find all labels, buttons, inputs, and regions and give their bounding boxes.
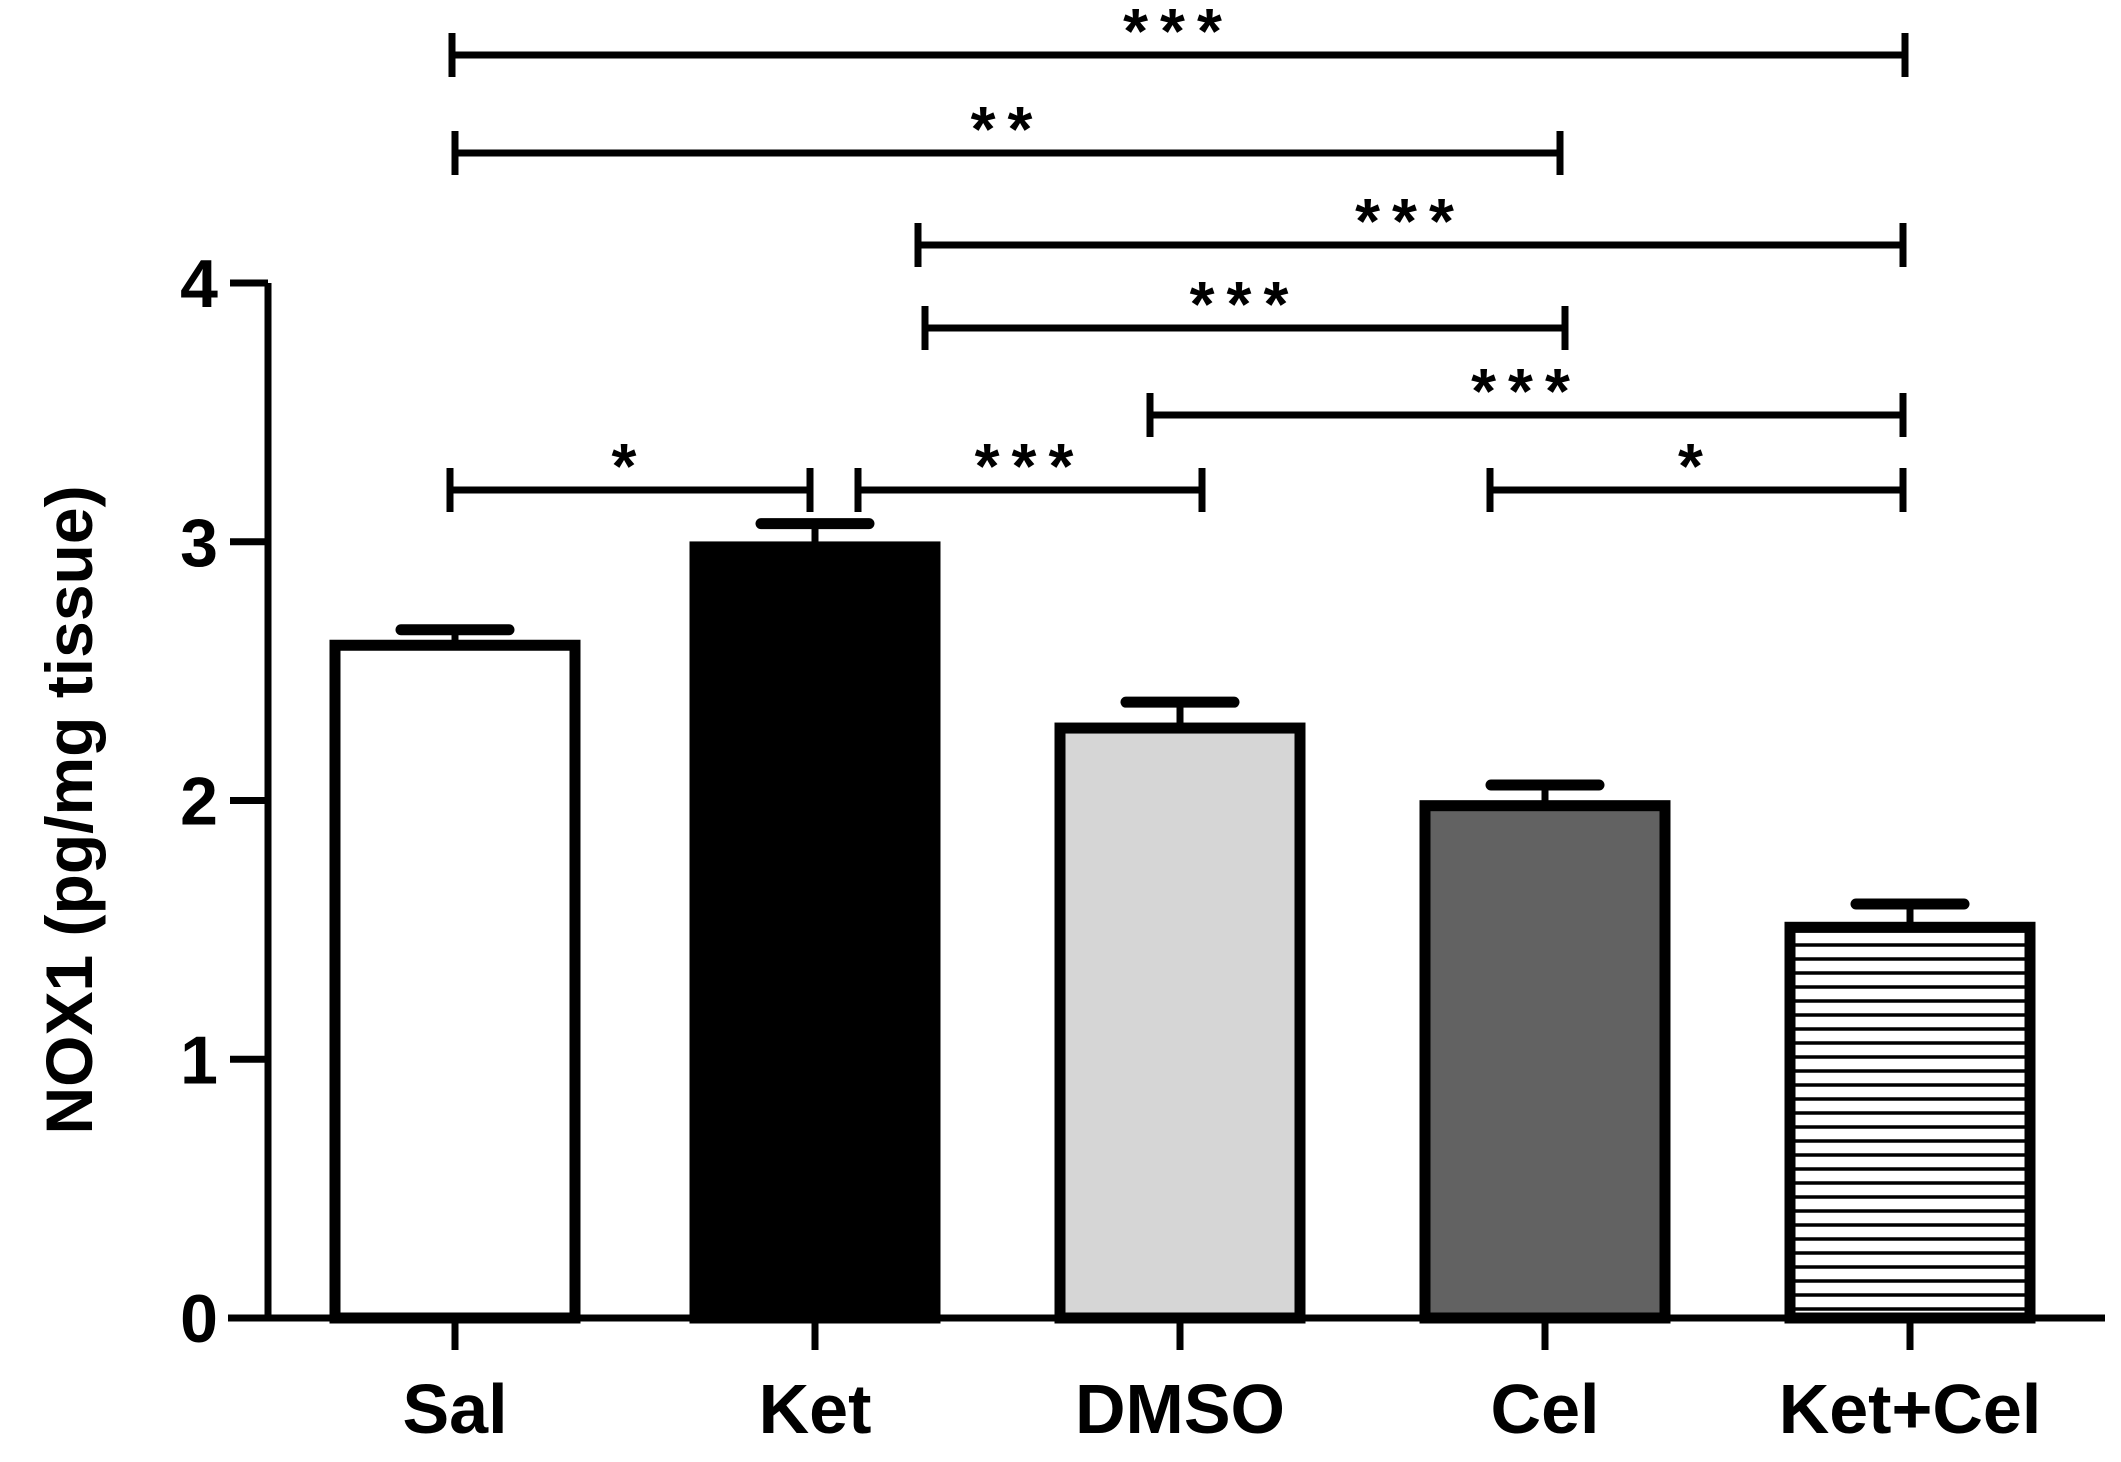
x-category-label: Cel xyxy=(1491,1370,1600,1448)
bars-group xyxy=(329,518,2036,1324)
x-axis: Sal Ket DMSO Cel Ket+Cel xyxy=(228,1314,2105,1448)
bar xyxy=(1784,921,2036,1324)
bar xyxy=(1419,800,1671,1324)
y-axis-label: NOX1 (pg/mg tissue) xyxy=(32,485,106,1134)
y-tick-label: 4 xyxy=(180,246,218,322)
significance-stars: *** xyxy=(1355,185,1466,257)
bar xyxy=(1054,722,1306,1324)
y-axis: 0 1 2 3 4 xyxy=(180,246,272,1357)
x-category-label: Sal xyxy=(402,1370,507,1448)
significance-stars: * xyxy=(612,430,649,502)
significance-stars: * xyxy=(1678,430,1715,502)
significance-stars: *** xyxy=(1471,355,1582,427)
significance-brackets: *************** *** * xyxy=(446,0,1909,512)
significance-stars: ** xyxy=(971,93,1045,165)
y-tick-label: 1 xyxy=(180,1022,218,1098)
bar xyxy=(689,541,941,1324)
y-tick-label: 2 xyxy=(180,764,218,840)
bar xyxy=(329,639,581,1324)
x-category-label: DMSO xyxy=(1075,1370,1285,1448)
x-category-label: Ket xyxy=(759,1370,872,1448)
x-category-label: Ket+Cel xyxy=(1779,1370,2042,1448)
y-tick-label: 3 xyxy=(180,505,218,581)
significance-stars: *** xyxy=(1190,268,1301,340)
significance-stars: *** xyxy=(1123,0,1234,67)
significance-stars: *** xyxy=(975,430,1086,502)
y-tick-label: 0 xyxy=(180,1281,218,1357)
